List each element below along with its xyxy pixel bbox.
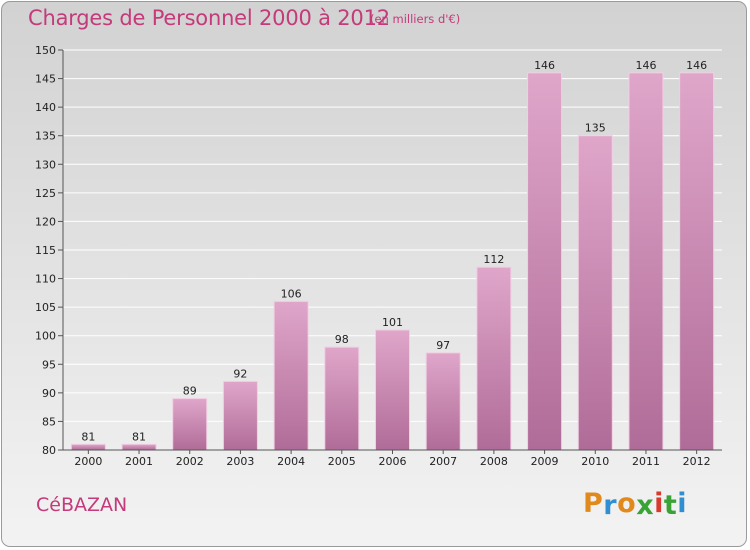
x-tick-label: 2004: [277, 455, 305, 468]
chart-title: Charges de Personnel 2000 à 2012: [28, 6, 390, 30]
data-label: 146: [635, 59, 656, 72]
logo-letter: x: [636, 490, 655, 521]
data-label: 106: [281, 287, 302, 300]
x-tick-label: 2002: [176, 455, 204, 468]
bar: [70, 443, 106, 451]
logo-letter: o: [617, 488, 637, 519]
data-label: 97: [436, 339, 450, 352]
bar: [273, 300, 309, 451]
data-label: 112: [483, 253, 504, 266]
x-tick-label: 2003: [226, 455, 254, 468]
bar: [679, 72, 715, 451]
axes: [58, 49, 722, 454]
bar: [324, 346, 360, 451]
y-tick-label: 90: [42, 387, 56, 400]
data-label: 146: [534, 59, 555, 72]
x-tick-label: 2000: [74, 455, 102, 468]
bars: [70, 72, 715, 451]
y-tick-label: 150: [35, 44, 56, 57]
bar: [121, 443, 157, 451]
x-tick-label: 2006: [379, 455, 407, 468]
data-label: 89: [183, 385, 197, 398]
bar: [222, 380, 258, 451]
data-label: 146: [686, 59, 707, 72]
y-tick-label: 110: [35, 273, 56, 286]
x-tick-label: 2010: [581, 455, 609, 468]
logo-letter: i: [654, 488, 664, 519]
x-tick-label: 2008: [480, 455, 508, 468]
x-tick-label: 2009: [531, 455, 559, 468]
y-tick-label: 105: [35, 301, 56, 314]
logo-letter: P: [583, 488, 604, 519]
bar: [375, 329, 410, 451]
logo-letter: i: [677, 488, 688, 519]
x-tick-label: 2011: [632, 455, 660, 468]
x-tick-label: 2005: [328, 455, 356, 468]
x-tick-label: 2012: [683, 455, 711, 468]
data-label: 81: [132, 430, 146, 443]
y-tick-label: 130: [35, 158, 56, 171]
y-tick-label: 135: [35, 130, 56, 143]
proxiti-logo: Proxiti: [583, 488, 688, 521]
x-tick-label: 2007: [429, 455, 457, 468]
data-label: 92: [233, 367, 247, 380]
logo-letter: t: [663, 490, 678, 521]
y-tick-label: 80: [42, 444, 56, 457]
bar: [628, 72, 664, 451]
data-label: 135: [585, 122, 606, 135]
chart-unit: (en milliers d'€): [370, 12, 461, 26]
bar: [527, 72, 563, 451]
y-tick-label: 85: [42, 415, 56, 428]
bar: [476, 266, 512, 451]
bar: [577, 135, 613, 451]
commune-name: CéBAZAN: [36, 494, 128, 516]
y-tick-label: 95: [42, 358, 56, 371]
x-tick-label: 2001: [125, 455, 153, 468]
data-label: 98: [335, 333, 349, 346]
labels: 80 85 90 95 100 105 110 115 120 125 130 135 140 145 15…: [35, 44, 711, 468]
bar: [425, 352, 461, 451]
bar: [172, 398, 208, 451]
y-tick-label: 145: [35, 73, 56, 86]
logo-letter: r: [603, 490, 618, 521]
y-tick-label: 125: [35, 187, 56, 200]
data-label: 81: [81, 430, 95, 443]
y-tick-label: 115: [35, 244, 56, 257]
y-tick-label: 140: [35, 101, 56, 114]
y-tick-label: 100: [35, 330, 56, 343]
data-label: 101: [382, 316, 403, 329]
y-tick-label: 120: [35, 215, 56, 228]
